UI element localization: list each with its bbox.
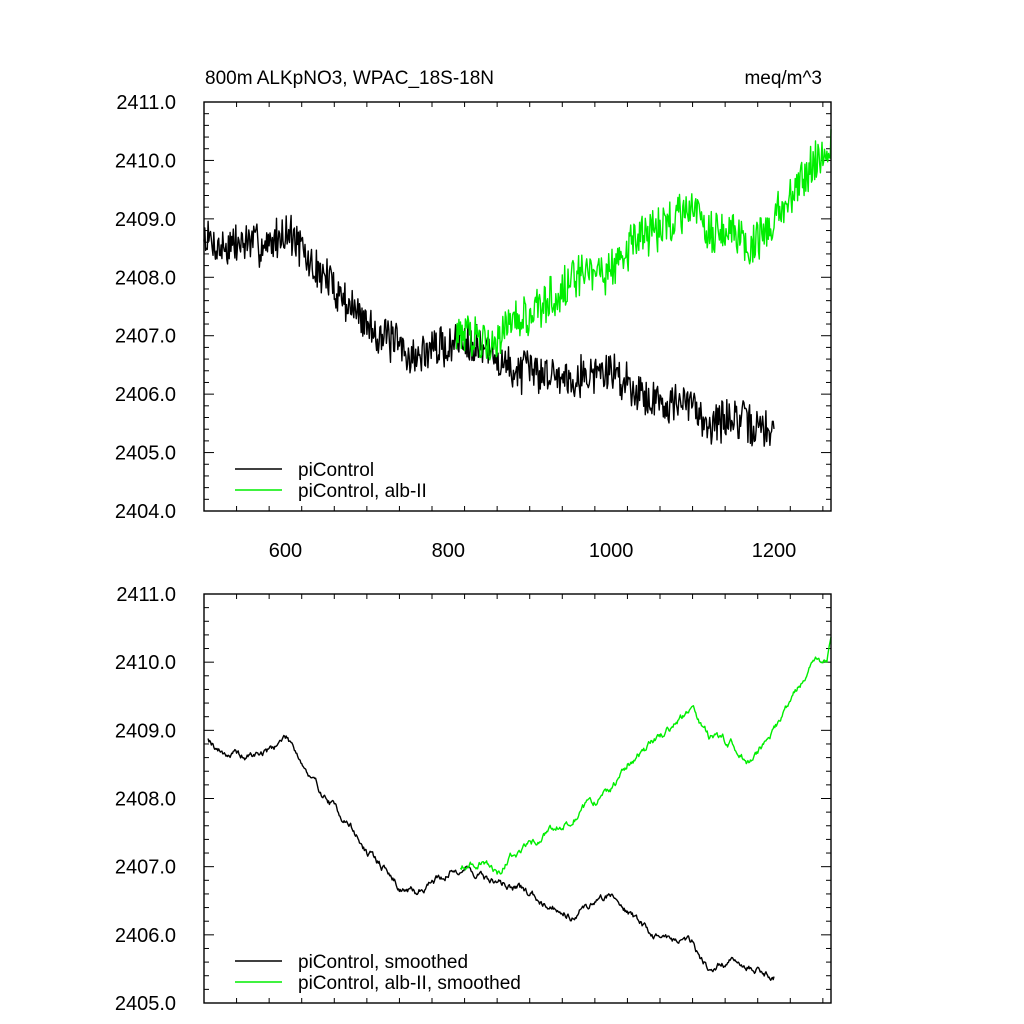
bottom-series-group [207, 636, 832, 981]
bottom-plot-frame [203, 593, 832, 1004]
series-line-picontrol-alb-ii [455, 129, 832, 361]
top-legend: piControl piControl, alb-II [235, 460, 427, 502]
y-tick-label: 2410.0 [115, 150, 176, 172]
legend-label-alb-ii: piControl, alb-II [298, 481, 427, 502]
y-tick-label: 2411.0 [116, 92, 176, 114]
bottom-axis-ticks: 2405.0 2406.0 2407.0 2408.0 2409.0 2410.0 2411… [115, 584, 831, 1015]
x-tick-label: 600 [269, 540, 302, 562]
legend-label-picontrol: piControl [298, 460, 374, 481]
x-tick-label: 800 [432, 540, 465, 562]
bottom-panel: 2405.0 2406.0 2407.0 2408.0 2409.0 2410.0 2411… [115, 584, 832, 1015]
y-tick-label: 2408.0 [115, 267, 176, 289]
legend-label-alb-ii-smoothed: piControl, alb-II, smoothed [298, 973, 521, 994]
y-tick-label: 2407.0 [115, 857, 176, 879]
y-tick-label: 2409.0 [115, 209, 176, 231]
top-series-group [203, 129, 832, 447]
series-line-picontrol-alb-ii-smoothed [459, 636, 832, 875]
legend-label-picontrol-smoothed: piControl, smoothed [298, 952, 468, 973]
y-tick-label: 2411.0 [116, 584, 176, 606]
y-tick-label: 2407.0 [115, 326, 176, 348]
series-line-picontrol [203, 214, 775, 447]
top-title-units: meq/m^3 [744, 68, 822, 89]
y-tick-label: 2406.0 [115, 384, 176, 406]
x-tick-label: 1000 [589, 540, 634, 562]
series-line-picontrol-smoothed [207, 734, 775, 981]
y-tick-label: 2404.0 [115, 501, 176, 523]
y-tick-label: 2405.0 [115, 443, 176, 465]
x-tick-label: 1200 [752, 540, 797, 562]
top-plot-frame [203, 101, 832, 512]
top-title-left: 800m ALKpNO3, WPAC_18S-18N [205, 68, 494, 89]
y-tick-label: 2410.0 [115, 652, 176, 674]
top-axis-ticks: 2404.0 2405.0 2406.0 2407.0 2408.0 2409.0 2410… [115, 92, 831, 562]
y-tick-label: 2406.0 [115, 925, 176, 947]
top-panel: 800m ALKpNO3, WPAC_18S-18N meq/m^3 2404.… [115, 68, 832, 562]
y-tick-label: 2408.0 [115, 789, 176, 811]
y-tick-label: 2405.0 [115, 993, 176, 1015]
y-tick-label: 2409.0 [115, 720, 176, 742]
bottom-legend: piControl, smoothed piControl, alb-II, s… [235, 952, 521, 994]
